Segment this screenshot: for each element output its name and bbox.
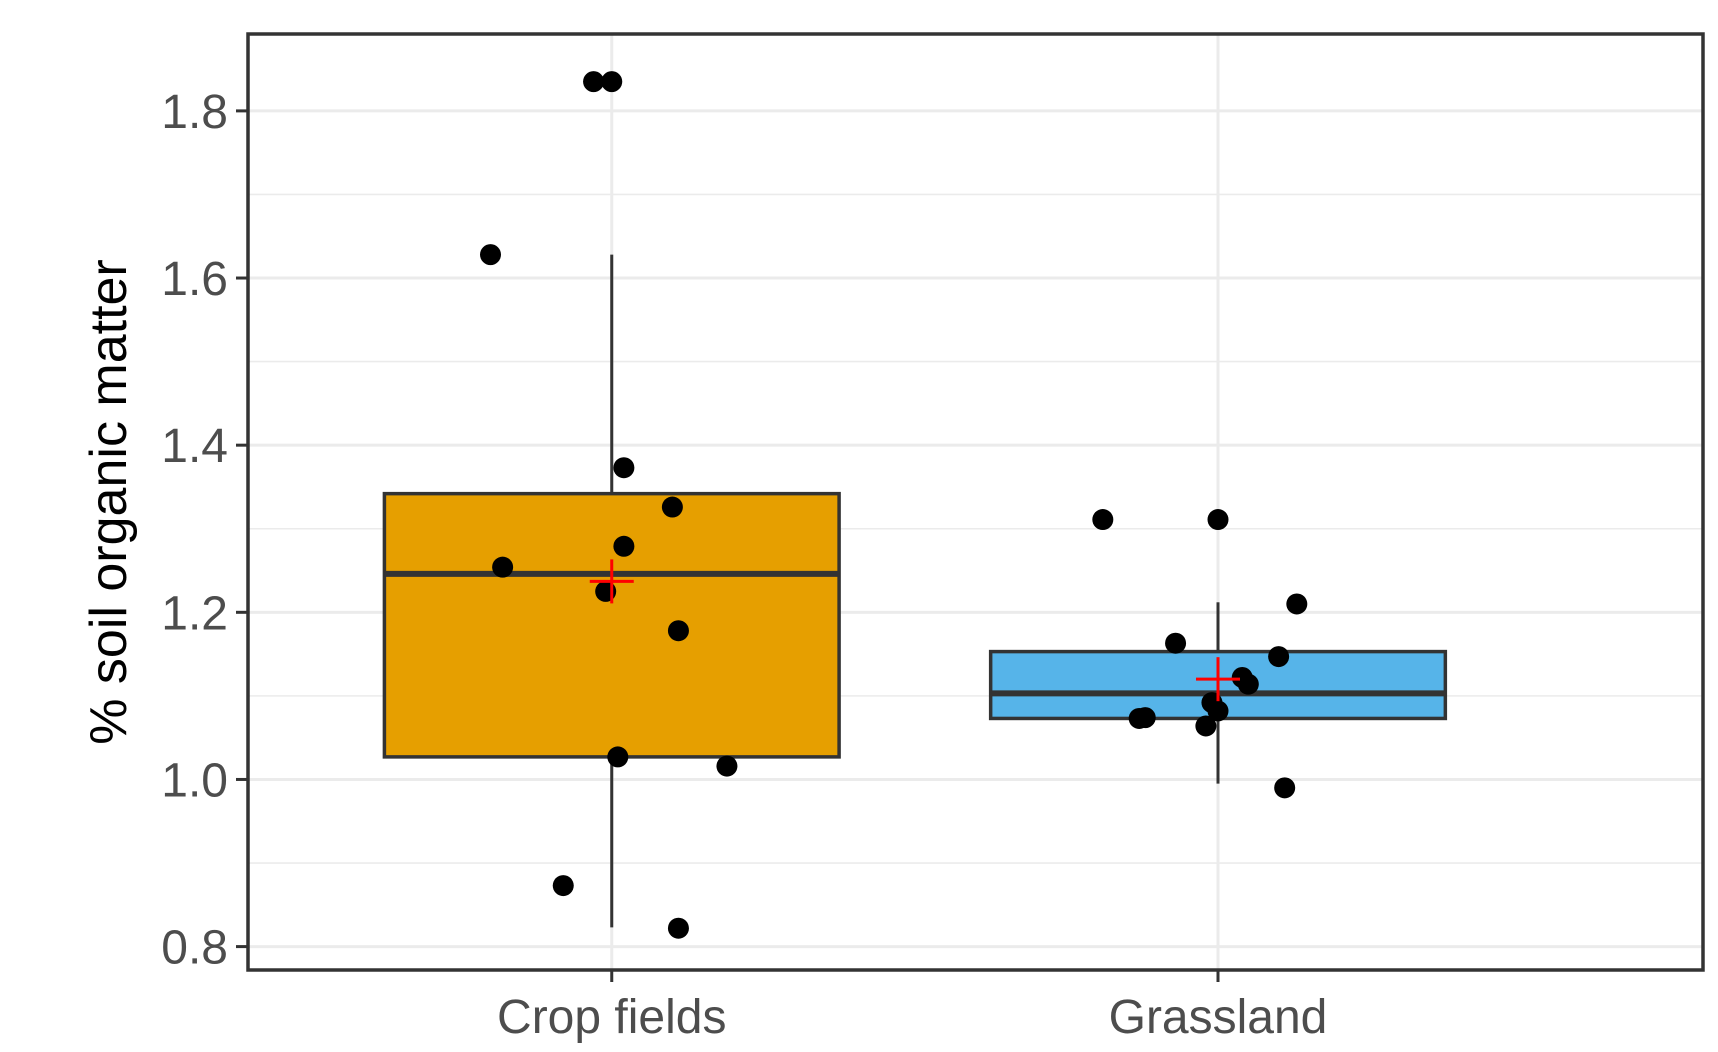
panel-border — [246, 32, 1705, 972]
data-point — [1268, 646, 1290, 668]
y-tick-label: 1.8 — [161, 86, 228, 139]
x-tick-label: Crop fields — [497, 991, 726, 1044]
axes: 0.8 1.0 1.2 1.4 1.6 1.8 Crop fields Grassland — [161, 86, 1327, 1044]
data-point — [667, 620, 689, 642]
data-point — [1092, 509, 1114, 531]
mean-marker — [589, 559, 634, 604]
box-iqr — [382, 491, 841, 759]
data-point — [583, 71, 605, 93]
y-tick-label: 1.4 — [161, 420, 228, 473]
data-point — [613, 535, 635, 557]
y-axis-title: % soil organic matter — [80, 259, 138, 745]
mean-marker — [1196, 657, 1240, 702]
grid-lines — [248, 34, 1703, 970]
y-tick-label: 0.8 — [161, 922, 228, 975]
y-tick-label: 1.0 — [161, 754, 228, 807]
data-point — [601, 71, 623, 93]
data-point — [1128, 707, 1150, 729]
data-point — [661, 496, 683, 518]
data-point — [480, 244, 501, 266]
data-point — [1286, 593, 1308, 615]
data-point — [1274, 777, 1296, 799]
data-point — [492, 556, 514, 578]
data-point — [1207, 509, 1229, 531]
x-tick-label: Grassland — [1109, 991, 1328, 1044]
data-point — [1237, 673, 1259, 695]
data-point — [1207, 700, 1229, 722]
box-plots — [382, 254, 1448, 928]
data-point — [1165, 632, 1187, 654]
data-point — [613, 457, 635, 479]
data-point — [716, 755, 738, 777]
data-point — [607, 746, 629, 768]
data-point — [552, 875, 574, 897]
y-tick-label: 1.6 — [161, 253, 228, 306]
y-tick-label: 1.2 — [161, 587, 228, 640]
data-point — [667, 917, 689, 939]
data-points — [480, 71, 1308, 939]
data-point — [1195, 715, 1217, 737]
